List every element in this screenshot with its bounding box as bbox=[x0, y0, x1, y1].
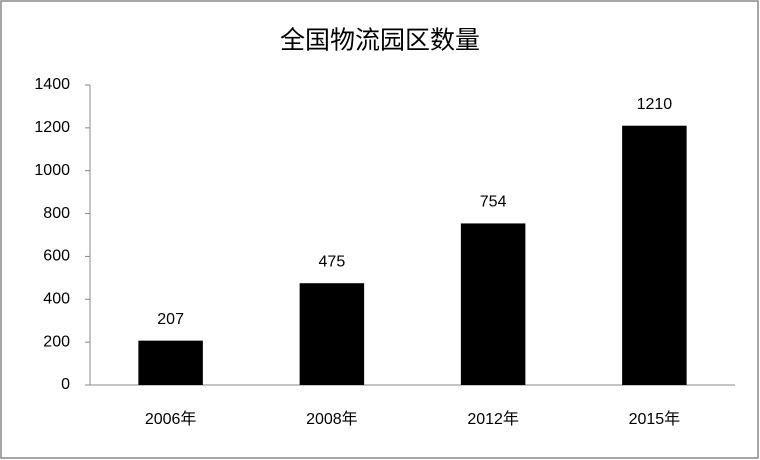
y-tick-label: 600 bbox=[43, 248, 70, 265]
bar bbox=[460, 223, 526, 385]
y-tick-label: 400 bbox=[43, 291, 70, 308]
x-tick-label: 2006年 bbox=[145, 410, 197, 428]
chart-title: 全国物流园区数量 bbox=[280, 27, 480, 55]
data-label: 207 bbox=[157, 311, 184, 328]
bar bbox=[622, 125, 687, 385]
data-label: 754 bbox=[480, 194, 507, 211]
bar bbox=[299, 283, 365, 385]
y-tick-label: 1200 bbox=[34, 119, 70, 136]
y-tick-label: 0 bbox=[61, 376, 70, 393]
x-tick-label: 2015年 bbox=[629, 410, 681, 428]
data-label: 475 bbox=[319, 253, 346, 270]
y-tick-label: 800 bbox=[43, 205, 70, 222]
x-tick-label: 2012年 bbox=[467, 410, 519, 428]
y-tick-label: 200 bbox=[43, 333, 70, 350]
data-label: 1210 bbox=[637, 96, 673, 113]
x-tick-label: 2008年 bbox=[306, 410, 358, 428]
bar bbox=[138, 340, 203, 385]
y-tick-label: 1400 bbox=[34, 76, 70, 93]
y-tick-label: 1000 bbox=[34, 162, 70, 179]
